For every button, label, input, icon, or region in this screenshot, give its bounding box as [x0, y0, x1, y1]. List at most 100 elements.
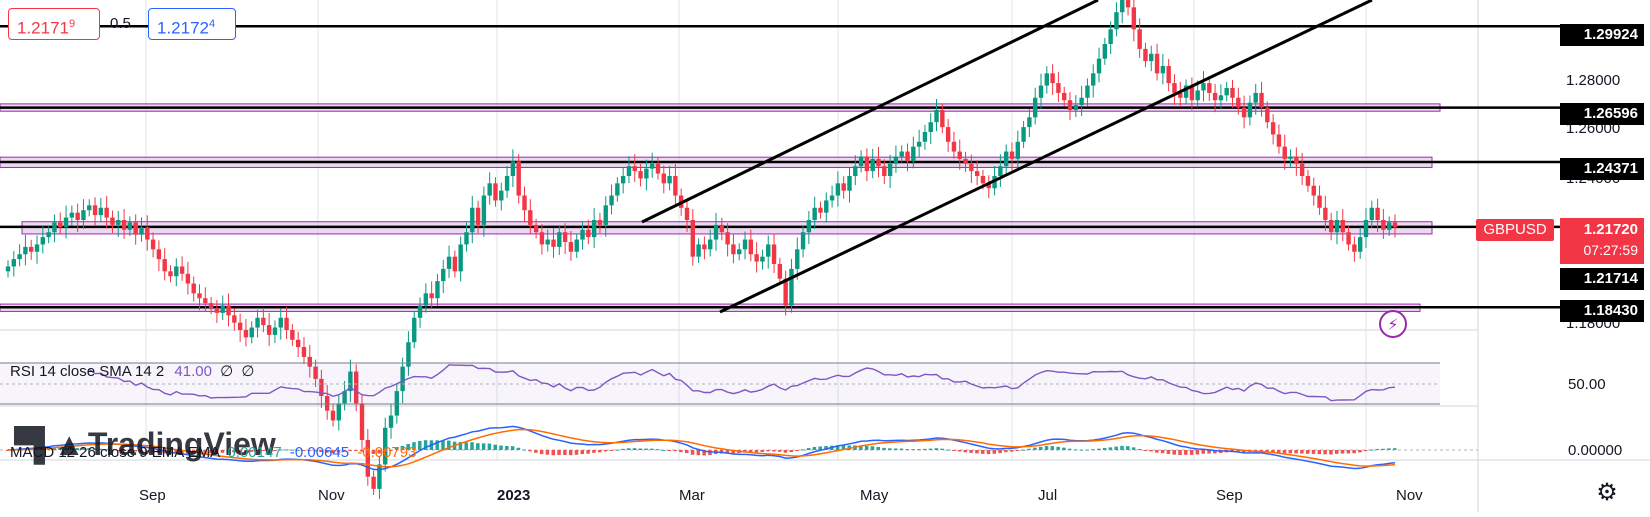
candle-body	[284, 317, 289, 330]
level-tag: 1.21714	[1560, 268, 1644, 290]
macd-histogram-bar	[284, 449, 289, 451]
macd-histogram-bar	[383, 450, 387, 452]
candle-body	[800, 232, 806, 250]
macd-histogram-bar	[1102, 448, 1107, 450]
candle-body	[1067, 100, 1073, 110]
candle-body	[986, 183, 991, 189]
candle-body	[226, 305, 231, 316]
macd-histogram-bar	[1213, 450, 1217, 454]
bid-price-pip: 9	[69, 18, 76, 30]
spread-value: 0.5	[110, 15, 131, 32]
macd-histogram-bar	[75, 448, 80, 450]
macd-histogram-bar	[946, 449, 950, 451]
candle-body	[156, 249, 162, 260]
candle-body	[1386, 222, 1392, 230]
macd-histogram-bar	[139, 450, 143, 452]
macd-histogram-bar	[783, 450, 788, 453]
macd-histogram-bar	[1027, 448, 1031, 450]
macd-histogram-bar	[93, 448, 97, 450]
macd-histogram-bar	[87, 448, 91, 450]
macd-histogram-bar	[296, 449, 300, 451]
candle-body	[127, 222, 133, 230]
candle-body	[470, 207, 475, 233]
candle-body	[1282, 146, 1287, 159]
macd-histogram-bar	[801, 449, 805, 451]
candle-body	[406, 342, 411, 367]
macd-histogram-bar	[1346, 450, 1351, 454]
candle-body	[829, 195, 835, 201]
macd-histogram-bar	[249, 450, 254, 452]
candle-body	[307, 356, 312, 367]
macd-legend[interactable]: MACD 12 26 close 9 EMA EMA 0.00147 -0.00…	[10, 444, 416, 461]
candle-body	[551, 239, 556, 247]
macd-histogram-bar	[116, 450, 120, 451]
macd-histogram-bar	[1178, 450, 1182, 456]
macd-histogram-bar	[104, 449, 109, 451]
candle-body	[748, 239, 754, 255]
macd-histogram-bar	[806, 448, 811, 450]
macd-histogram-bar	[319, 450, 323, 452]
rsi-legend[interactable]: RSI 14 close SMA 14 2 41.00 ∅ ∅	[10, 362, 254, 380]
macd-histogram-bar	[1317, 450, 1322, 455]
candle-body	[725, 232, 730, 245]
last-price: 1.21720	[1583, 221, 1638, 238]
candle-body	[429, 293, 434, 299]
candle-body	[139, 227, 144, 235]
macd-histogram-bar	[1276, 450, 1281, 453]
macd-histogram-bar	[951, 450, 956, 451]
macd-histogram-bar	[650, 448, 654, 450]
macd-histogram-bar	[1044, 446, 1049, 450]
macd-histogram-bar	[151, 450, 155, 453]
candle-body	[911, 146, 916, 162]
candle-body	[475, 207, 481, 225]
candle-body	[615, 183, 620, 196]
macd-histogram-bar	[1038, 446, 1043, 450]
macd-histogram-bar	[1085, 449, 1089, 451]
macd-histogram-bar	[731, 450, 735, 454]
macd-histogram-bar	[499, 445, 503, 450]
candle-body	[586, 229, 591, 238]
candle-body	[342, 391, 347, 404]
candle-body	[719, 224, 725, 233]
candle-body	[667, 176, 672, 184]
macd-histogram-bar	[922, 448, 927, 450]
macd-histogram-bar	[859, 445, 863, 450]
macd-histogram-bar	[493, 444, 497, 450]
candle-body	[1230, 88, 1235, 98]
macd-histogram-bar	[1004, 450, 1008, 453]
candle-body	[974, 171, 980, 176]
candle-body	[394, 391, 400, 416]
macd-axis-label: 0.00000	[1568, 442, 1623, 459]
candle-body	[121, 220, 127, 230]
candle-body	[313, 366, 318, 379]
candle-body	[568, 242, 574, 252]
settings-gear-icon[interactable]: ⚙	[1596, 479, 1618, 506]
candle-body	[174, 266, 179, 277]
candle-body	[179, 266, 185, 274]
candle-body	[214, 308, 220, 313]
candle-body	[1003, 151, 1009, 167]
macd-histogram-bar	[301, 450, 306, 451]
candle-body	[330, 410, 336, 421]
candle-body	[266, 325, 272, 335]
candle-body	[528, 210, 533, 225]
candle-body	[603, 205, 608, 225]
candle-body	[249, 327, 254, 338]
candle-body	[336, 403, 341, 421]
candle-body	[795, 249, 800, 269]
candle-body	[58, 222, 63, 228]
macd-histogram-bar	[313, 450, 318, 452]
candle-body	[1178, 92, 1183, 98]
macd-histogram-bar	[748, 450, 753, 453]
candle-body	[684, 207, 690, 220]
macd-histogram-bar	[1160, 450, 1165, 454]
rsi-axis-label: 50.00	[1568, 376, 1606, 393]
candle-body	[1195, 90, 1200, 101]
level-tag: 1.26596	[1560, 103, 1644, 125]
macd-histogram-bar	[1166, 450, 1171, 454]
bid-price-box[interactable]: 1.21719	[8, 8, 100, 40]
ask-price-box[interactable]: 1.21724	[148, 8, 236, 40]
candle-body	[220, 305, 225, 313]
